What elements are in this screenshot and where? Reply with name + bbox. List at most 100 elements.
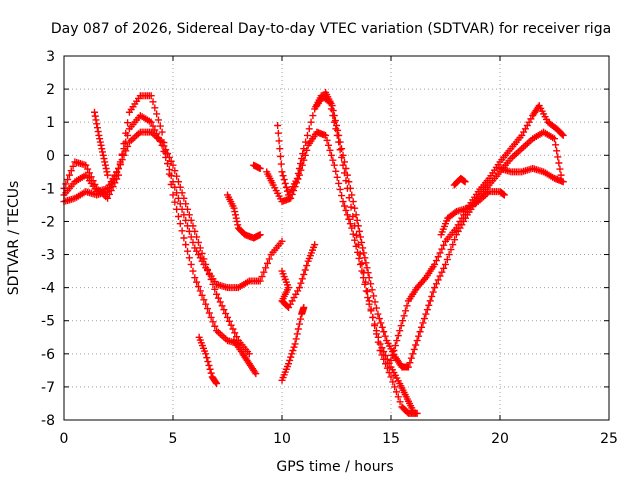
series-track-q bbox=[496, 165, 567, 186]
data-point bbox=[300, 145, 308, 153]
data-point bbox=[206, 365, 214, 373]
data-point bbox=[154, 116, 162, 124]
data-point bbox=[94, 128, 102, 136]
y-tick-label: -7 bbox=[41, 380, 55, 396]
data-point bbox=[265, 255, 273, 263]
data-point bbox=[323, 136, 331, 144]
data-point bbox=[101, 161, 109, 169]
data-point bbox=[205, 361, 213, 369]
data-point bbox=[160, 139, 168, 147]
data-point bbox=[425, 301, 433, 309]
data-point bbox=[96, 135, 104, 143]
data-point bbox=[340, 202, 348, 210]
data-point bbox=[196, 287, 204, 295]
data-point bbox=[356, 250, 364, 258]
data-point bbox=[288, 350, 296, 358]
data-point bbox=[339, 151, 347, 159]
x-tick-label: 0 bbox=[60, 431, 69, 447]
data-point bbox=[97, 141, 105, 149]
data-point bbox=[364, 294, 372, 302]
data-point bbox=[289, 347, 297, 355]
data-point bbox=[122, 129, 130, 137]
data-point bbox=[352, 211, 360, 219]
data-point bbox=[189, 238, 197, 246]
data-point bbox=[325, 141, 333, 149]
data-point bbox=[374, 310, 382, 318]
data-point bbox=[99, 151, 107, 159]
data-point bbox=[277, 152, 285, 160]
y-tick-label: -5 bbox=[41, 314, 55, 330]
data-point bbox=[229, 325, 237, 333]
data-point bbox=[347, 203, 355, 211]
y-tick-label: -2 bbox=[41, 214, 55, 230]
data-point bbox=[345, 215, 353, 223]
data-point bbox=[102, 165, 110, 173]
data-point bbox=[345, 178, 353, 186]
data-point bbox=[343, 211, 351, 219]
data-point bbox=[204, 358, 212, 366]
data-point bbox=[432, 257, 440, 265]
data-point bbox=[557, 171, 565, 179]
data-point bbox=[328, 102, 336, 110]
data-point bbox=[431, 260, 439, 268]
data-point bbox=[292, 335, 300, 343]
data-point bbox=[65, 171, 73, 179]
data-point bbox=[111, 179, 119, 187]
data-point bbox=[349, 198, 357, 206]
data-point bbox=[91, 108, 99, 116]
data-point bbox=[91, 112, 99, 120]
data-point bbox=[371, 322, 379, 330]
series-track-m bbox=[313, 88, 565, 371]
data-point bbox=[171, 183, 179, 191]
y-tick-label: 3 bbox=[46, 49, 55, 65]
data-point bbox=[230, 204, 238, 212]
data-point bbox=[260, 268, 268, 276]
data-point bbox=[297, 279, 305, 287]
data-point bbox=[185, 227, 193, 235]
data-point bbox=[84, 165, 92, 173]
data-point bbox=[305, 125, 313, 133]
data-point bbox=[200, 296, 208, 304]
y-tick-label: -6 bbox=[41, 347, 55, 363]
data-point bbox=[333, 121, 340, 129]
data-point bbox=[224, 313, 231, 321]
data-point bbox=[307, 118, 315, 126]
data-point bbox=[87, 173, 95, 181]
data-point bbox=[346, 184, 354, 192]
data-point bbox=[203, 354, 211, 362]
data-point bbox=[422, 310, 430, 318]
data-point bbox=[336, 146, 344, 154]
data-point bbox=[231, 211, 239, 219]
data-point bbox=[393, 337, 401, 345]
data-point bbox=[205, 309, 213, 317]
data-point bbox=[213, 290, 221, 298]
series-track-f bbox=[224, 191, 264, 242]
data-point bbox=[461, 178, 469, 186]
data-point bbox=[342, 206, 350, 214]
data-point bbox=[412, 341, 420, 349]
data-point bbox=[234, 221, 242, 229]
data-point bbox=[353, 216, 361, 224]
data-point bbox=[173, 189, 181, 197]
data-point bbox=[349, 230, 357, 238]
data-point bbox=[178, 227, 186, 235]
data-point bbox=[64, 176, 72, 184]
data-point bbox=[340, 158, 348, 166]
data-point bbox=[400, 312, 408, 320]
data-point bbox=[104, 194, 112, 202]
data-point bbox=[332, 167, 340, 175]
data-marks bbox=[60, 88, 567, 417]
data-point bbox=[184, 222, 192, 230]
data-point bbox=[207, 313, 215, 321]
data-point bbox=[428, 292, 436, 300]
data-point bbox=[154, 134, 162, 142]
data-point bbox=[193, 278, 201, 286]
data-point bbox=[370, 292, 378, 300]
data-point bbox=[387, 373, 395, 381]
data-point bbox=[171, 167, 179, 175]
data-point bbox=[372, 330, 380, 338]
data-point bbox=[204, 305, 212, 313]
data-point bbox=[333, 173, 341, 181]
data-point bbox=[85, 169, 93, 177]
data-point bbox=[280, 176, 288, 184]
